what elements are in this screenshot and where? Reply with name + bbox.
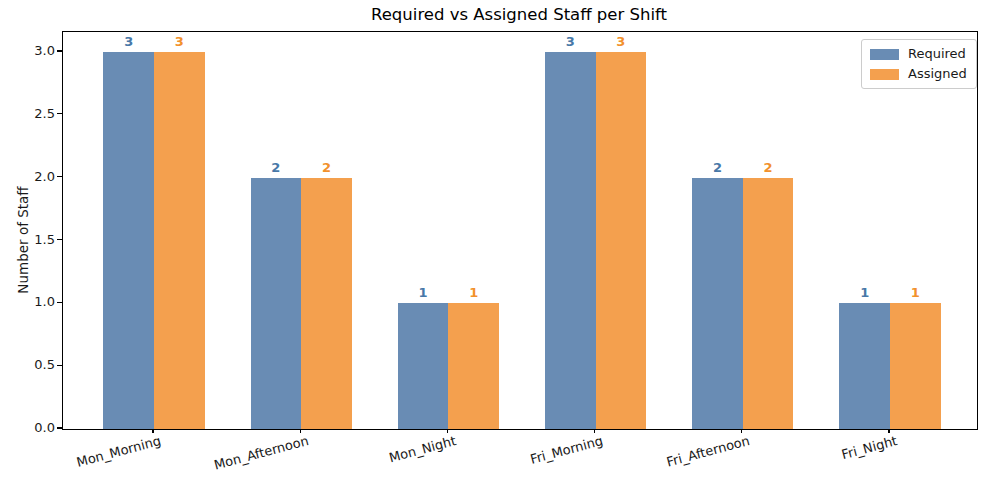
x-tick-mark xyxy=(300,429,301,434)
y-tick-mark xyxy=(57,176,62,177)
bar-required-mon_morning xyxy=(103,52,154,429)
x-tick-mark xyxy=(741,429,742,434)
bar-value-label: 3 xyxy=(545,35,596,48)
bar-required-fri_afternoon xyxy=(692,178,743,429)
bar-assigned-mon_morning xyxy=(154,52,205,429)
bar-value-label: 1 xyxy=(398,286,449,299)
legend-label-assigned: Assigned xyxy=(908,67,967,81)
bar-value-label: 3 xyxy=(154,35,205,48)
x-tick-mark xyxy=(594,429,595,434)
y-tick-mark xyxy=(57,427,62,428)
legend-label-required: Required xyxy=(908,47,966,61)
y-tick-mark xyxy=(57,239,62,240)
bar-value-label: 1 xyxy=(448,286,499,299)
x-tick-mark xyxy=(888,429,889,434)
y-tick-label: 0.5 xyxy=(0,357,55,373)
bar-value-label: 3 xyxy=(596,35,647,48)
x-tick-label: Mon_Afternoon xyxy=(212,433,310,473)
x-tick-label: Fri_Morning xyxy=(529,433,605,467)
x-tick-label: Fri_Afternoon xyxy=(665,433,751,470)
y-tick-mark xyxy=(57,50,62,51)
bar-value-label: 2 xyxy=(743,161,794,174)
bar-assigned-mon_night xyxy=(448,303,499,429)
y-tick-label: 2.0 xyxy=(0,169,55,185)
bar-value-label: 1 xyxy=(890,286,941,299)
x-tick-label: Mon_Morning xyxy=(75,433,162,470)
staffing-bar-chart-figure: Required vs Assigned Staff per Shift Num… xyxy=(0,0,989,490)
bar-value-label: 2 xyxy=(692,161,743,174)
bar-assigned-mon_afternoon xyxy=(301,178,352,429)
bar-required-fri_morning xyxy=(545,52,596,429)
bar-required-mon_night xyxy=(398,303,449,429)
legend-swatch-assigned xyxy=(870,69,899,80)
bar-value-label: 2 xyxy=(301,161,352,174)
y-tick-mark xyxy=(57,113,62,114)
y-tick-label: 2.5 xyxy=(0,106,55,122)
bar-required-mon_afternoon xyxy=(251,178,302,429)
y-tick-label: 1.0 xyxy=(0,294,55,310)
y-tick-label: 3.0 xyxy=(0,43,55,59)
legend: Required Assigned xyxy=(861,39,977,89)
legend-item-required: Required xyxy=(870,47,967,61)
chart-title: Required vs Assigned Staff per Shift xyxy=(62,5,976,24)
bar-assigned-fri_night xyxy=(890,303,941,429)
bar-required-fri_night xyxy=(839,303,890,429)
bar-assigned-fri_morning xyxy=(596,52,647,429)
x-tick-mark xyxy=(152,429,153,434)
bar-value-label: 2 xyxy=(251,161,302,174)
y-tick-mark xyxy=(57,365,62,366)
bar-value-label: 3 xyxy=(103,35,154,48)
legend-item-assigned: Assigned xyxy=(870,67,967,81)
x-tick-mark xyxy=(447,429,448,434)
plot-area: 3 2 1 3 2 1 3 2 1 3 2 1 xyxy=(62,31,978,430)
y-tick-mark xyxy=(57,302,62,303)
y-tick-label: 1.5 xyxy=(0,232,55,248)
x-tick-label: Fri_Night xyxy=(840,433,899,462)
y-tick-label: 0.0 xyxy=(0,420,55,436)
x-tick-label: Mon_Night xyxy=(387,433,457,465)
bar-value-label: 1 xyxy=(839,286,890,299)
legend-swatch-required xyxy=(870,49,899,60)
bar-assigned-fri_afternoon xyxy=(743,178,794,429)
